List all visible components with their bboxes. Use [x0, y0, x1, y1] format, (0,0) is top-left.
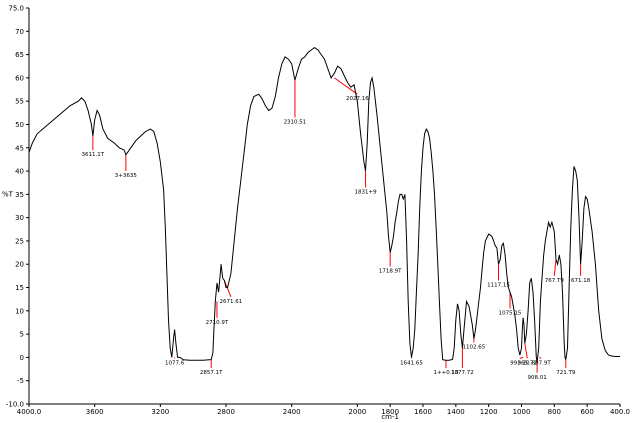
- y-tick-label: 15: [15, 284, 24, 292]
- peak-annotations: 3611.1T 3+3635 2027.16 2310.51 1831+9 1718.9T…: [82, 77, 591, 381]
- peak-marker: [539, 356, 542, 359]
- x-tick-label: 1200: [480, 408, 498, 416]
- spectrum-line: [28, 46, 620, 363]
- peak-marker: [553, 259, 557, 276]
- peak-label: 1075.15: [499, 310, 522, 316]
- peak-marker: [519, 356, 524, 359]
- peak-label: 1102.65: [463, 345, 486, 351]
- peak-label: 671.18: [571, 278, 591, 284]
- peak-label: 1117.15: [487, 283, 510, 289]
- x-tick-label: 2000: [348, 408, 366, 416]
- y-tick-label: -10.0: [6, 401, 24, 409]
- x-tick-label: 3200: [151, 408, 169, 416]
- peak-label: 887.9T: [532, 360, 552, 366]
- peak-label: 1641.65: [400, 360, 423, 366]
- peak-label: 965.72: [518, 360, 537, 366]
- y-tick-label: 75.0: [8, 5, 24, 13]
- y-tick-label: 55: [15, 98, 24, 106]
- x-axis-title: cm-1: [381, 413, 399, 421]
- x-tick-label: 2800: [217, 408, 235, 416]
- x-tick-label: 1800: [381, 408, 399, 416]
- peak-label: 2710.9T: [206, 320, 229, 326]
- peak-label: 1077.6: [165, 360, 185, 366]
- peak-label: 2027.16: [346, 96, 369, 102]
- peak-label: 2671.61: [220, 299, 243, 305]
- x-tick-label: 600: [580, 408, 593, 416]
- peak-label: 992.10: [510, 360, 530, 366]
- y-tick-label: 25: [15, 237, 24, 245]
- y-tick-label: 50: [15, 121, 24, 129]
- peak-label: 1377.72: [451, 370, 474, 376]
- peak-label: 2310.51: [284, 119, 307, 125]
- axes: [28, 8, 620, 405]
- peak-marker: [334, 77, 358, 95]
- y-tick-label: 45: [15, 144, 24, 152]
- y-tick-label: 10: [15, 307, 24, 315]
- x-tick-label: 800: [548, 408, 561, 416]
- x-axis-ticks: 4000.0 3600 3200 2800 2400 2000 1800 1600 1400 12…: [17, 404, 630, 416]
- y-tick-label: -5: [17, 377, 24, 385]
- peak-label: 721.T9: [556, 370, 576, 376]
- peak-label: 2857.1T: [200, 370, 223, 376]
- y-tick-label: 30: [15, 214, 24, 222]
- peak-label: 1831+9: [354, 189, 377, 195]
- peak-label: 767.T9: [545, 278, 565, 284]
- x-tick-label: 1400: [447, 408, 465, 416]
- y-tick-label: 5: [20, 331, 24, 339]
- peak-marker: [524, 343, 528, 359]
- peak-label: 1718.9T: [379, 269, 402, 275]
- peak-label: 908.01: [527, 375, 546, 381]
- x-tick-label: 400.0: [610, 408, 630, 416]
- peak-label: 1++0.10: [433, 370, 458, 376]
- y-tick-label: 0: [20, 354, 24, 362]
- y-tick-label: 70: [15, 28, 24, 36]
- x-tick-label: 4000.0: [17, 408, 42, 416]
- x-tick-label: 1600: [414, 408, 432, 416]
- y-axis-title: %T: [2, 191, 14, 199]
- peak-label: 3611.1T: [82, 152, 105, 158]
- x-tick-label: 1000: [513, 408, 531, 416]
- x-tick-label: 3600: [86, 408, 104, 416]
- y-tick-label: 60: [15, 74, 24, 82]
- y-tick-label: 65: [15, 51, 24, 59]
- peak-label: 3+3635: [115, 173, 138, 179]
- y-tick-label: 35: [15, 191, 24, 199]
- x-tick-label: 2400: [283, 408, 301, 416]
- y-tick-label: 20: [15, 261, 24, 269]
- y-tick-label: 40: [15, 168, 24, 176]
